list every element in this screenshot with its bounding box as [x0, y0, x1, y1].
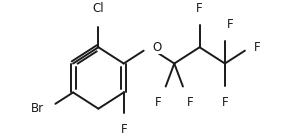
Text: Cl: Cl — [93, 2, 104, 15]
Text: F: F — [222, 96, 228, 109]
Text: O: O — [153, 41, 162, 54]
Text: Br: Br — [31, 102, 44, 115]
Text: F: F — [155, 96, 162, 109]
Text: F: F — [196, 2, 203, 15]
Text: F: F — [227, 18, 233, 31]
Text: F: F — [187, 96, 194, 109]
Text: F: F — [120, 123, 127, 136]
Text: F: F — [254, 41, 260, 54]
